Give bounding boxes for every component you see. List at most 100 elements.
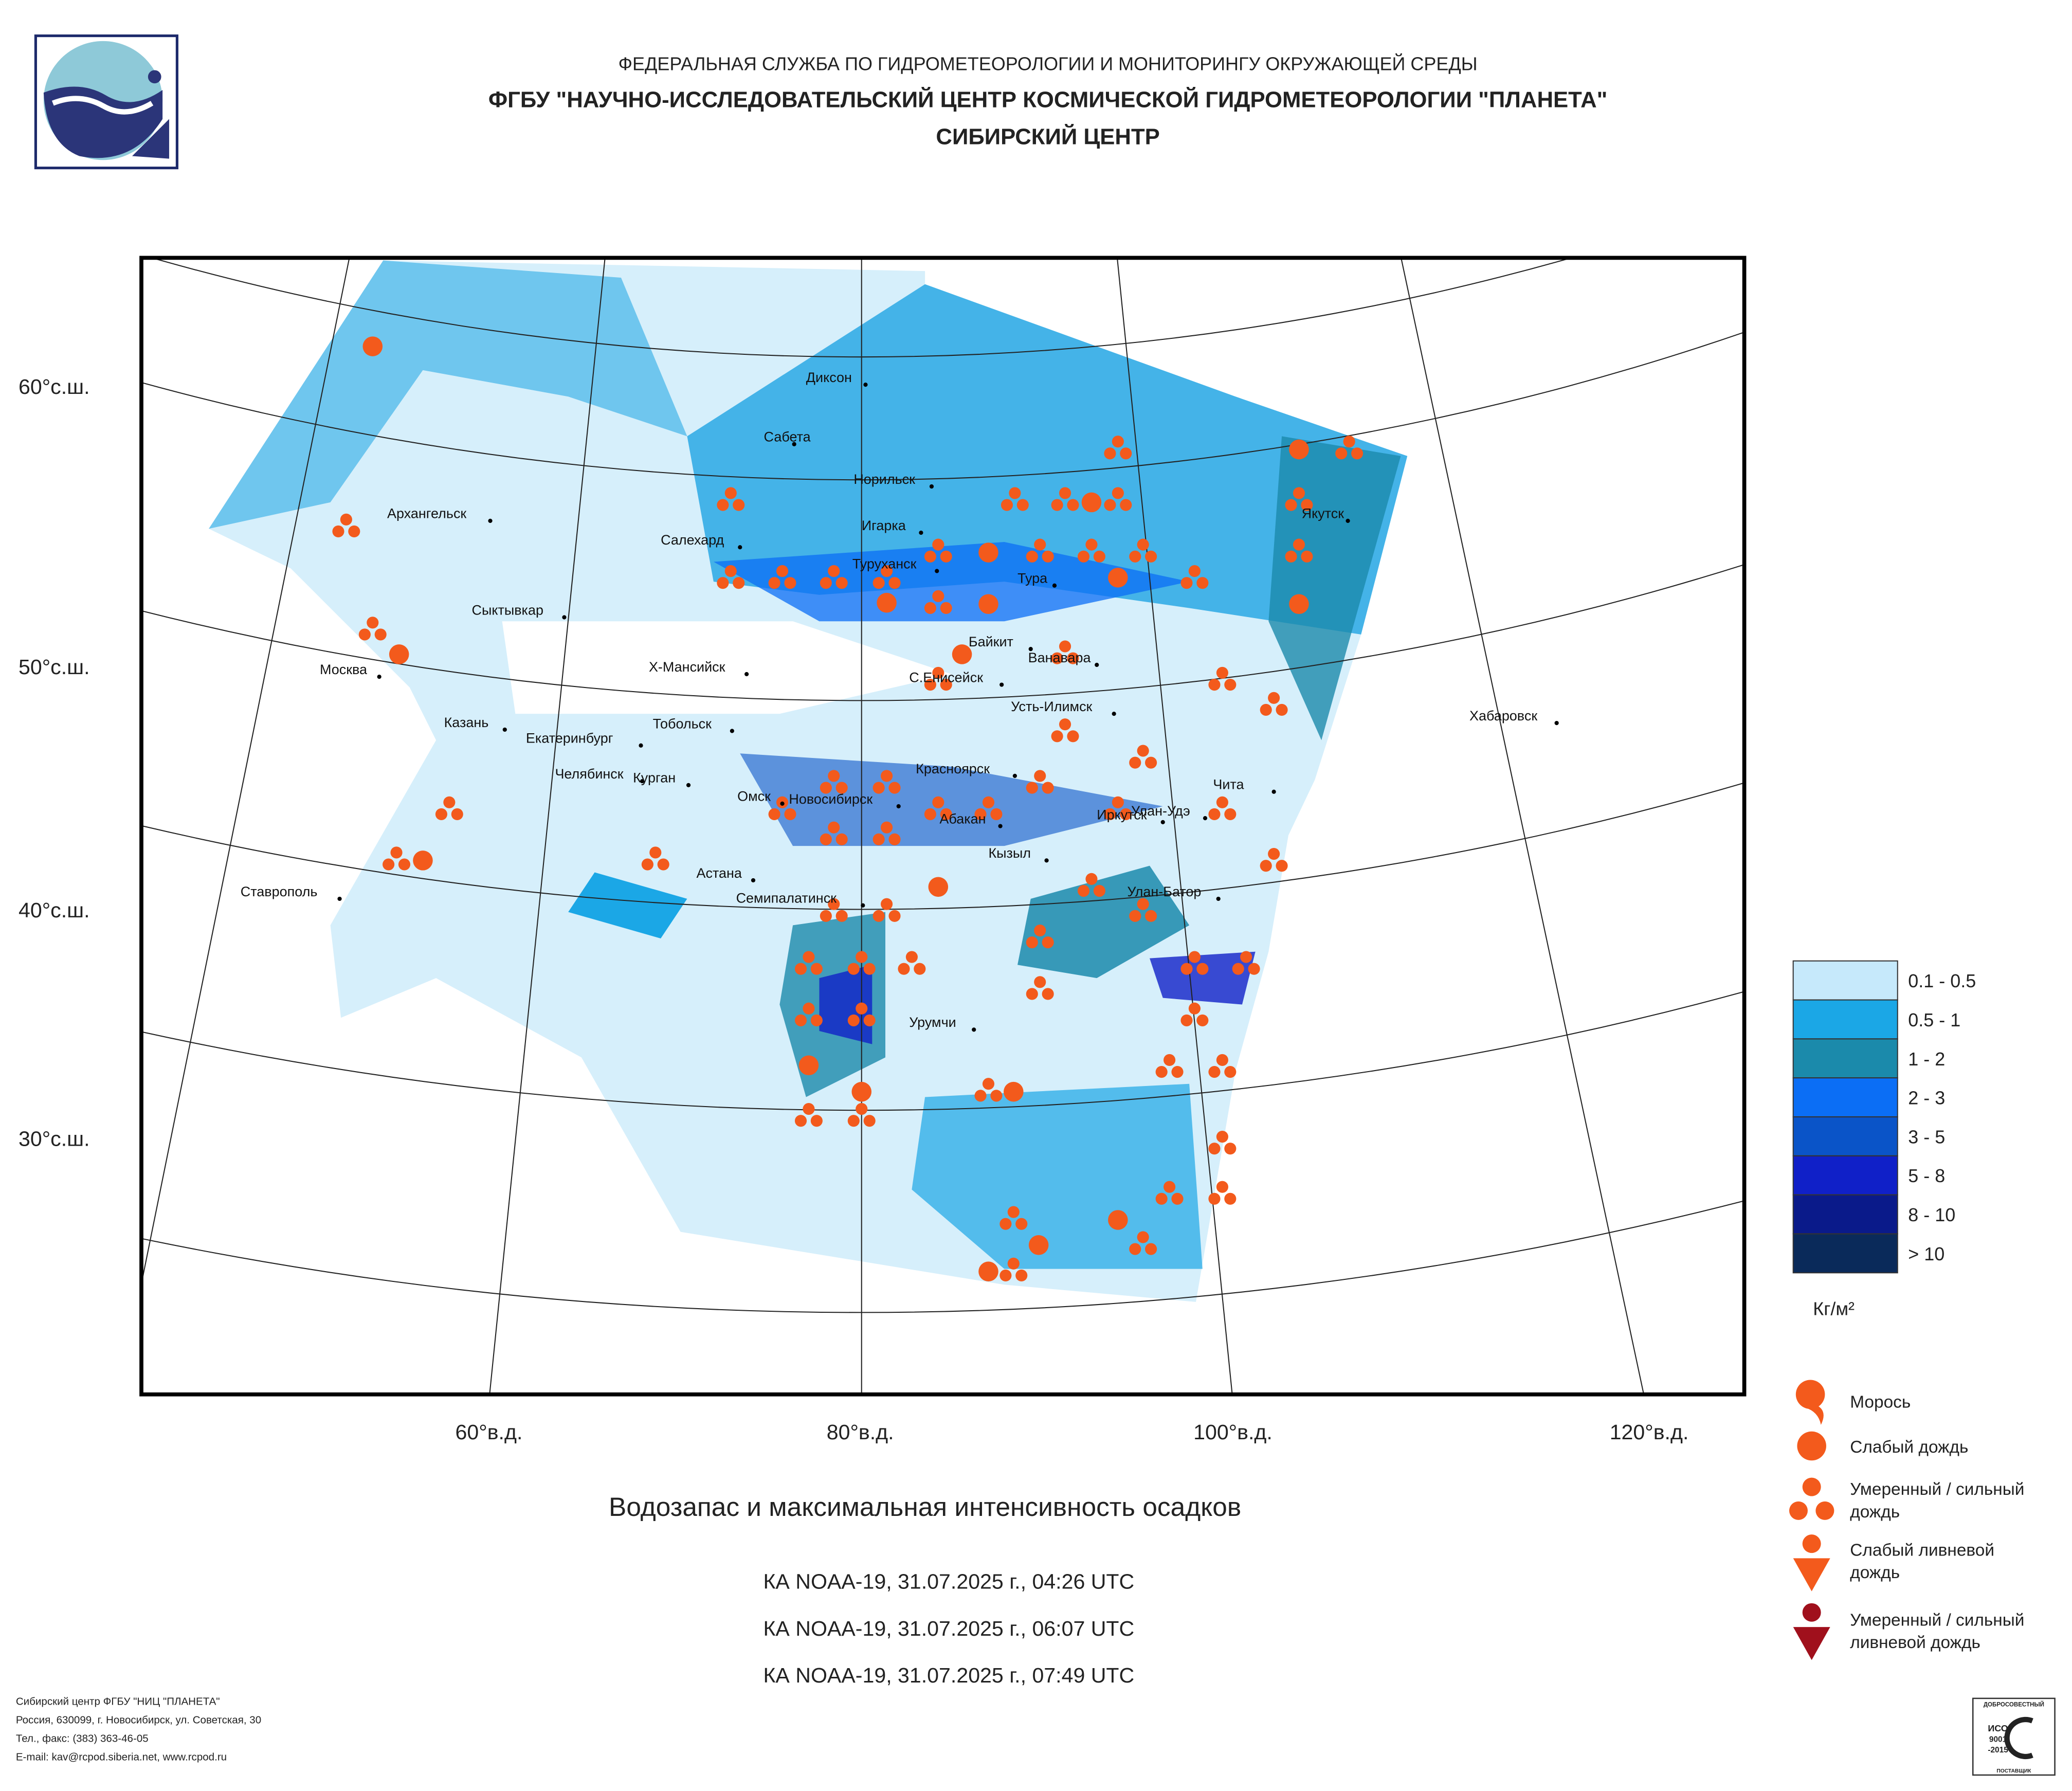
moderate-rain-marker bbox=[924, 550, 936, 563]
moderate-rain-marker bbox=[1180, 1014, 1193, 1026]
light-rain-marker bbox=[877, 592, 897, 613]
stamp-text: -2015 bbox=[1988, 1746, 2008, 1754]
moderate-rain-marker bbox=[924, 808, 936, 821]
moderate-rain-marker bbox=[982, 796, 995, 808]
stamp-text: 9001 bbox=[1989, 1735, 2007, 1744]
moderate-rain-marker bbox=[1224, 678, 1237, 691]
moderate-rain-marker bbox=[1164, 1181, 1176, 1193]
moderate-rain-marker bbox=[1208, 1143, 1221, 1155]
city-label: Абакан bbox=[939, 811, 986, 826]
symbol-label: Слабый ливневой bbox=[1850, 1541, 1994, 1560]
map-frame bbox=[139, 256, 1747, 1397]
legend-unit: Кг/м² bbox=[1813, 1298, 1855, 1319]
moderate-rain-marker bbox=[1129, 1243, 1141, 1255]
moderate-rain-marker bbox=[1129, 910, 1141, 922]
light-rain-marker bbox=[1108, 568, 1128, 588]
moderate-rain-marker bbox=[1188, 1002, 1201, 1015]
city-dot bbox=[377, 675, 381, 679]
moderate-rain-marker bbox=[828, 565, 840, 577]
moderate-rain-marker bbox=[1026, 550, 1038, 563]
moderate-rain-marker bbox=[332, 525, 344, 537]
moderate-rain-marker bbox=[1335, 447, 1348, 460]
moderate-rain-marker bbox=[1171, 1192, 1184, 1205]
drizzle-symbol bbox=[1795, 1380, 1825, 1409]
city-label: Хабаровск bbox=[1469, 708, 1537, 723]
legend-swatch bbox=[1792, 960, 1898, 1001]
light-rain-marker bbox=[1028, 1235, 1049, 1255]
legend-swatch bbox=[1792, 1116, 1898, 1156]
legend-swatch bbox=[1792, 1194, 1898, 1235]
moderate-rain-marker bbox=[1007, 1257, 1020, 1270]
moderate-rain-marker bbox=[1009, 487, 1021, 499]
moderate-rain-marker bbox=[1026, 782, 1038, 794]
moderate-rain-marker bbox=[776, 565, 789, 577]
moderate-rain-marker bbox=[1051, 499, 1063, 511]
moderate-rain-marker bbox=[1042, 550, 1054, 563]
lon-label: 60°в.д. bbox=[456, 1420, 523, 1444]
legend-swatch bbox=[1792, 999, 1898, 1040]
moderate-rain-marker bbox=[1026, 988, 1038, 1000]
city-label: Красноярск bbox=[916, 761, 990, 776]
moderate-rain-marker bbox=[863, 1014, 876, 1026]
city-dot bbox=[1012, 773, 1017, 779]
city-label: Курган bbox=[633, 770, 676, 786]
header-line: СИБИРСКИЙ ЦЕНТР bbox=[936, 123, 1159, 149]
header-line: ФГБУ "НАУЧНО-ИССЛЕДОВАТЕЛЬСКИЙ ЦЕНТР КОС… bbox=[488, 86, 1608, 112]
lon-label: 80°в.д. bbox=[827, 1420, 894, 1444]
city-dot bbox=[1554, 720, 1559, 726]
city-dot bbox=[863, 383, 868, 387]
light-rain-marker bbox=[798, 1055, 819, 1076]
city-label: Байкит bbox=[969, 634, 1013, 649]
moderate-rain-marker bbox=[374, 628, 387, 641]
moderate-rain-marker bbox=[1216, 796, 1228, 808]
moderate-rain-marker bbox=[905, 951, 918, 963]
city-dot bbox=[744, 672, 749, 677]
moderate-rain-marker bbox=[1224, 1192, 1237, 1205]
moderate-rain-marker bbox=[803, 1103, 815, 1115]
pass-line: КА NOAA-19, 31.07.2025 г., 07:49 UTC bbox=[763, 1663, 1134, 1687]
moderate-rain-marker bbox=[1051, 730, 1063, 743]
drizzle-symbol bbox=[1805, 1403, 1824, 1425]
moderate-rain-marker bbox=[803, 951, 815, 963]
city-label: Салехард bbox=[661, 532, 724, 548]
moderate-rain-marker bbox=[820, 833, 832, 845]
chart-title: Водозапас и максимальная интенсивность о… bbox=[609, 1492, 1241, 1522]
moderate-rain-marker bbox=[1042, 936, 1054, 949]
city-label: Москва bbox=[320, 662, 367, 677]
moderate-rain-marker bbox=[1224, 1066, 1237, 1078]
city-dot bbox=[972, 1027, 976, 1032]
city-label: Норильск bbox=[853, 472, 915, 487]
legend-label: 0.5 - 1 bbox=[1908, 1009, 1960, 1030]
city-dot bbox=[1052, 583, 1057, 588]
moderate-rain-marker bbox=[1104, 499, 1116, 511]
city-label: Тура bbox=[1017, 571, 1047, 586]
legend-label: 8 - 10 bbox=[1908, 1204, 1955, 1225]
legend-swatch bbox=[1792, 1038, 1898, 1079]
moderate-rain-marker bbox=[856, 1002, 868, 1015]
city-label: Сыктывкар bbox=[472, 602, 543, 618]
moderate-rain-marker bbox=[1026, 936, 1038, 949]
lon-label: 100°в.д. bbox=[1193, 1420, 1273, 1444]
logo bbox=[34, 34, 178, 170]
moderate-rain-marker bbox=[940, 602, 952, 614]
moderate-rain-marker bbox=[1120, 447, 1132, 460]
moderate-rain-marker bbox=[1351, 447, 1364, 460]
moderate-rain-marker bbox=[1216, 1054, 1228, 1066]
moderate-rain-marker bbox=[820, 782, 832, 794]
city-label: Игарка bbox=[862, 518, 906, 533]
moderate-rain-marker bbox=[1260, 703, 1272, 716]
moderate-rain-marker bbox=[990, 808, 1003, 821]
moderate-rain-symbol bbox=[1815, 1501, 1834, 1520]
iso-stamp: ДОБРОСОВЕСТНЫЙ ИСО 9001 -2015 ПОСТАВЩИК bbox=[1972, 1697, 2056, 1776]
moderate-rain-marker bbox=[828, 821, 840, 834]
moderate-rain-marker bbox=[847, 1115, 860, 1127]
stamp-text: ДОБРОСОВЕСТНЫЙ bbox=[1984, 1701, 2044, 1708]
moderate-rain-marker bbox=[999, 1218, 1012, 1230]
moderate-rain-marker bbox=[641, 858, 653, 871]
light-rain-marker bbox=[1081, 492, 1102, 513]
moderate-rain-marker bbox=[835, 910, 848, 922]
city-dot bbox=[861, 903, 865, 908]
moderate-rain-marker bbox=[847, 963, 860, 975]
moderate-rain-marker bbox=[828, 770, 840, 782]
symbol-label: Морось bbox=[1850, 1392, 1911, 1412]
